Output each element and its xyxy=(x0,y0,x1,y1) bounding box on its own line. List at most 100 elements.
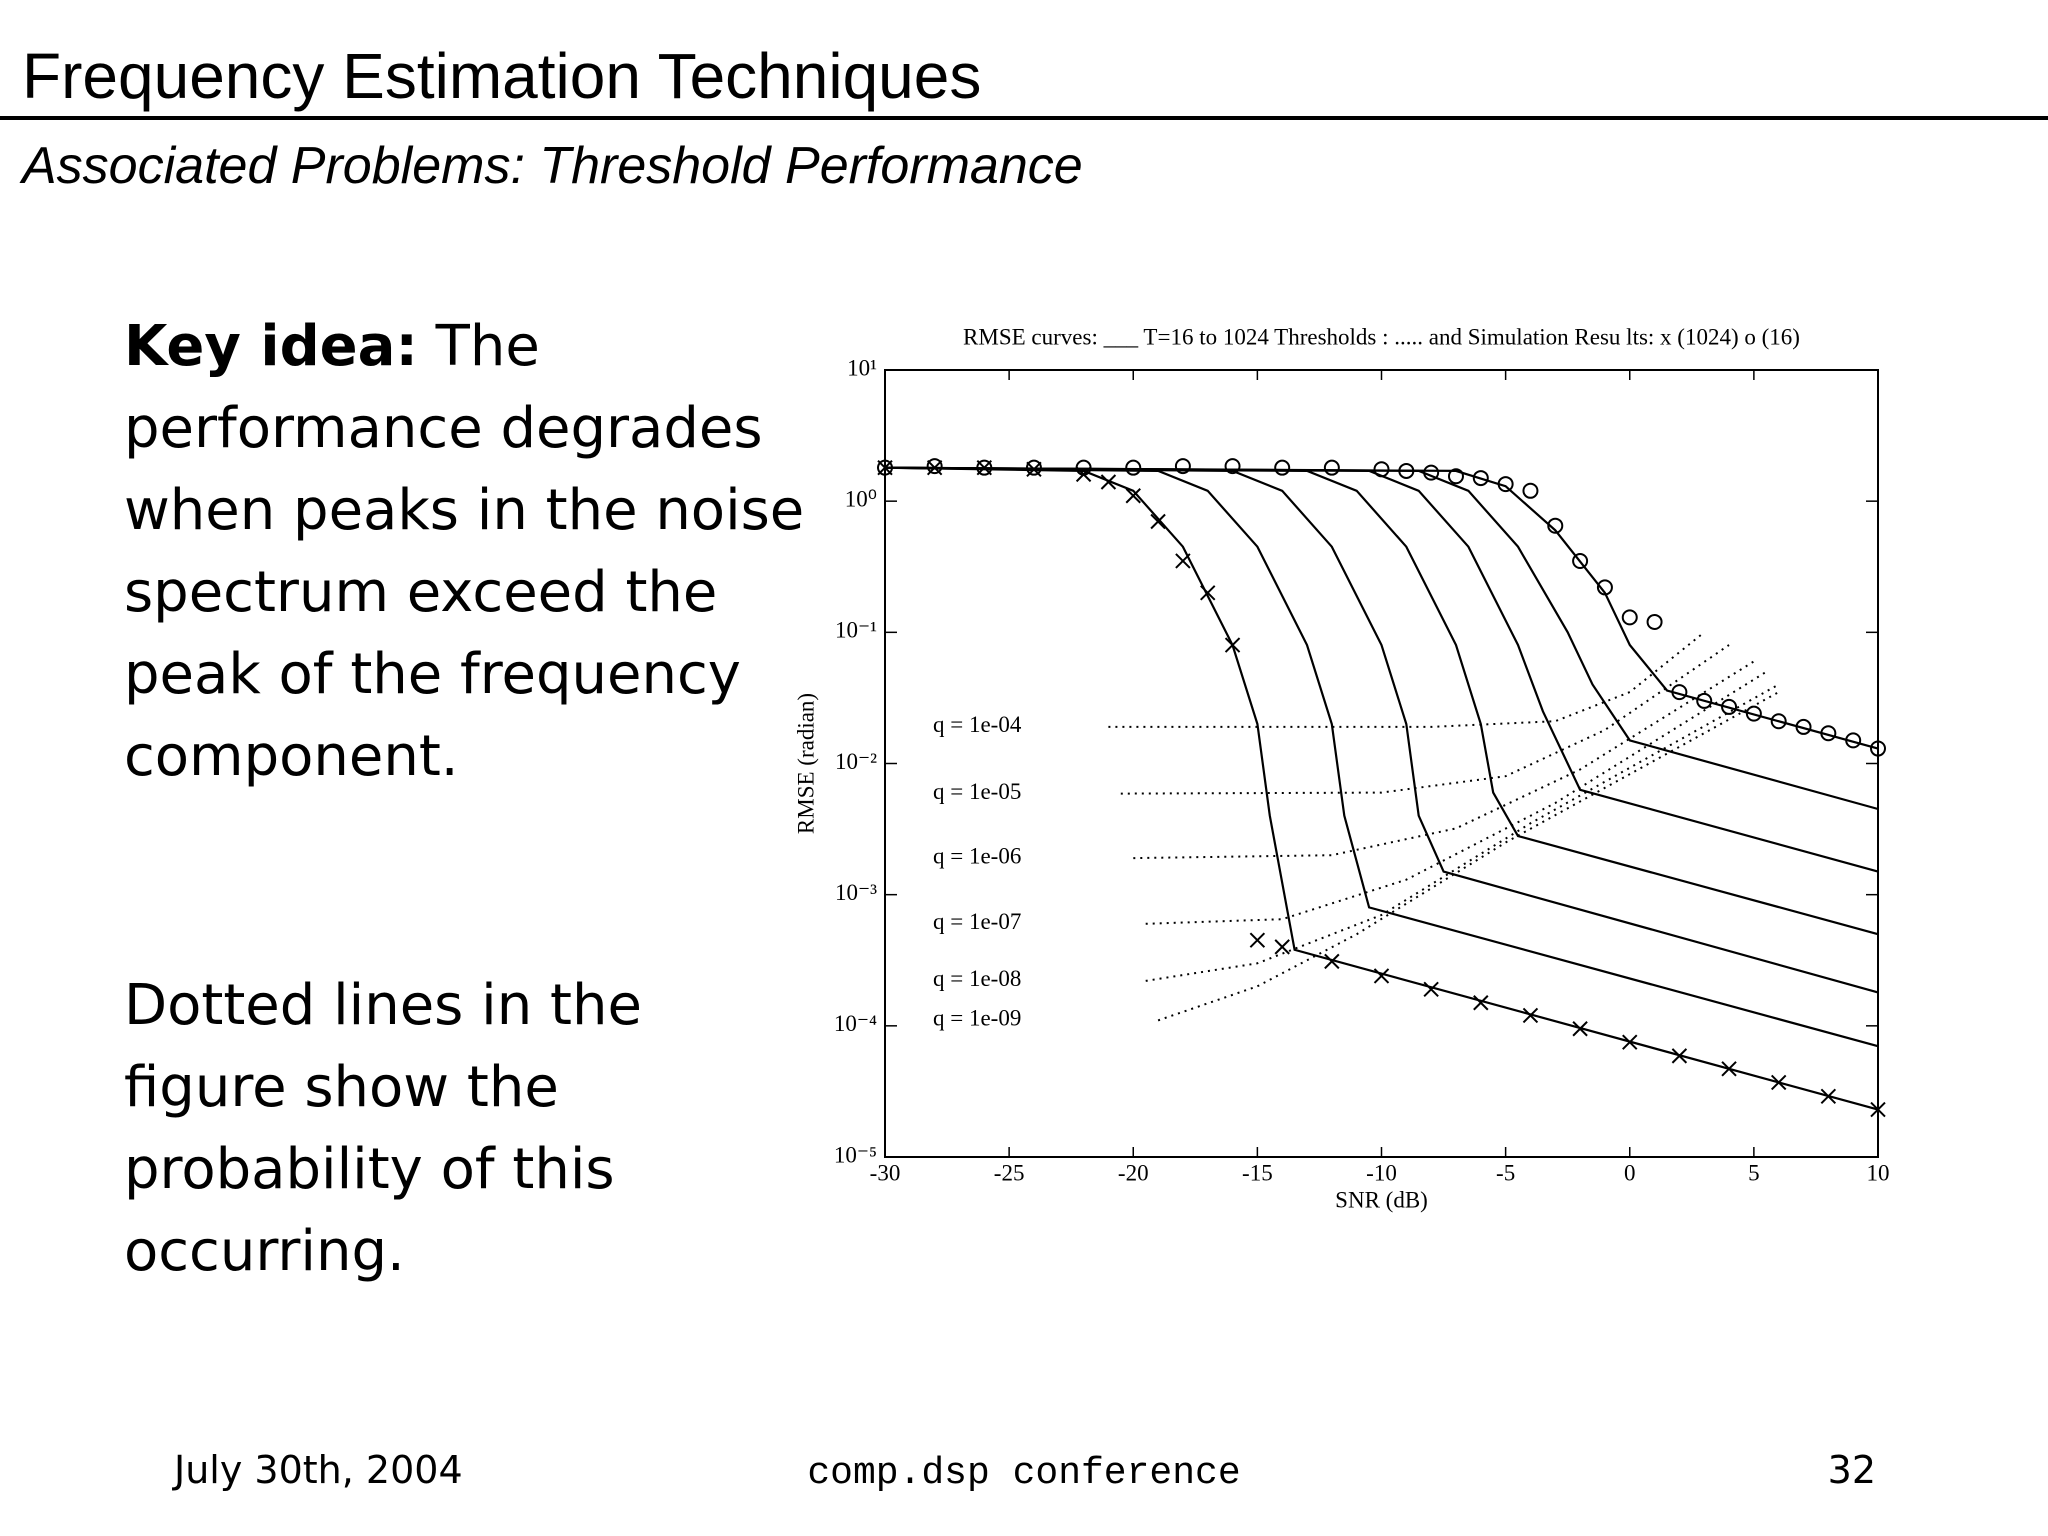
sim-point xyxy=(1671,684,1688,701)
y-tick-label: 10⁻⁵ xyxy=(834,1142,877,1167)
x-tick-label: -10 xyxy=(1366,1160,1397,1185)
x-axis-label: SNR (dB) xyxy=(1335,1187,1428,1212)
rmse-curve xyxy=(884,466,1879,750)
y-axis-label: RMSE (radian) xyxy=(793,693,818,834)
sim-point xyxy=(1274,459,1291,476)
y-tick-label: 10⁻¹ xyxy=(835,618,877,643)
threshold-line xyxy=(1157,691,1780,1022)
sim-point xyxy=(1870,1101,1886,1118)
chart-title: RMSE curves: ___ T=16 to 1024 Thresholds… xyxy=(963,324,1800,349)
sim-point xyxy=(1323,459,1340,476)
sim-point xyxy=(1497,476,1514,493)
sim-point xyxy=(1447,468,1464,485)
sim-point xyxy=(1200,585,1216,601)
threshold-line xyxy=(1145,683,1780,982)
rmse-curve xyxy=(884,466,1879,873)
sim-point xyxy=(1224,637,1241,653)
sim-point xyxy=(1472,470,1489,487)
sim-point xyxy=(1721,698,1738,715)
page-number: 32 xyxy=(1827,1448,1876,1492)
line-label: q = 1e-08 xyxy=(933,966,1021,991)
sim-point xyxy=(1398,462,1415,479)
sim-point xyxy=(1795,718,1812,735)
threshold-line xyxy=(1108,631,1705,728)
sim-point xyxy=(1025,459,1042,476)
sim-point xyxy=(1596,579,1613,596)
sim-point xyxy=(1324,953,1340,970)
x-tick-label: -20 xyxy=(1118,1160,1149,1185)
sim-point xyxy=(1820,1088,1837,1105)
threshold-line xyxy=(1120,644,1730,795)
paragraph-text: The performance degrades when peaks in t… xyxy=(124,314,805,789)
y-tick-label: 10⁻³ xyxy=(835,880,877,905)
rmse-curve xyxy=(884,466,1879,994)
line-label: q = 1e-07 xyxy=(933,909,1021,934)
sim-point xyxy=(1696,692,1713,709)
sim-point xyxy=(1125,488,1141,504)
sim-point xyxy=(1150,513,1166,530)
paragraph: Dotted lines in the figure show the prob… xyxy=(124,973,642,1284)
sim-point xyxy=(976,459,993,476)
footer-date: July 30th, 2004 xyxy=(174,1448,463,1492)
sim-point xyxy=(926,458,943,475)
sim-point xyxy=(1423,464,1440,481)
sim-point xyxy=(1125,459,1142,476)
title-rule xyxy=(0,116,2048,120)
threshold-line xyxy=(1133,660,1755,860)
x-tick-label: -30 xyxy=(870,1160,901,1185)
rmse-curve xyxy=(884,466,1879,936)
sim-point xyxy=(1075,459,1092,476)
y-tick-label: 10⁰ xyxy=(845,486,877,511)
sim-point xyxy=(1175,553,1191,569)
sim-point xyxy=(1845,732,1862,749)
line-label: q = 1e-05 xyxy=(933,779,1021,804)
sim-point xyxy=(1745,705,1762,722)
sim-point xyxy=(877,459,893,476)
threshold-line xyxy=(1145,670,1767,925)
x-tick-label: 10 xyxy=(1867,1160,1890,1185)
line-label: q = 1e-06 xyxy=(933,843,1021,868)
x-tick-label: -25 xyxy=(994,1160,1025,1185)
sim-point xyxy=(1174,458,1191,475)
key-label: Key idea: xyxy=(124,314,418,379)
rmse-curve xyxy=(884,466,1879,1048)
sim-point xyxy=(1373,968,1390,984)
x-tick-label: 5 xyxy=(1748,1160,1760,1185)
rmse-curve xyxy=(884,466,1879,1111)
y-tick-label: 10⁻² xyxy=(835,749,877,774)
sim-point xyxy=(1671,1048,1688,1064)
sim-point xyxy=(1770,1074,1787,1091)
line-label: q = 1e-04 xyxy=(933,712,1022,737)
sim-point xyxy=(1522,1007,1539,1024)
slide-title: Frequency Estimation Techniques xyxy=(22,40,982,112)
sim-point xyxy=(1721,1061,1737,1077)
sim-point xyxy=(1572,552,1589,569)
sim-point xyxy=(1522,482,1539,499)
sim-point xyxy=(1646,613,1663,630)
sim-point xyxy=(1770,713,1787,730)
rmse-curve xyxy=(884,466,1879,811)
sim-point xyxy=(1572,1021,1588,1037)
sim-point xyxy=(1274,939,1290,955)
sim-point xyxy=(1224,458,1241,475)
footer-event: comp.dsp conference xyxy=(807,1452,1241,1495)
sim-point xyxy=(1423,981,1439,997)
plot-frame xyxy=(884,369,1879,1158)
sim-point xyxy=(1820,725,1837,742)
sim-point xyxy=(1473,995,1489,1011)
sim-point xyxy=(1547,517,1564,534)
x-tick-label: -5 xyxy=(1496,1160,1515,1185)
slide-subtitle: Associated Problems: Threshold Performan… xyxy=(22,137,1083,195)
sim-point xyxy=(1622,1034,1638,1050)
x-tick-label: 0 xyxy=(1624,1160,1636,1185)
sim-point xyxy=(1100,474,1117,490)
paragraph: Key idea: The performance degrades when … xyxy=(124,306,824,798)
sim-point xyxy=(1870,740,1886,757)
y-tick-label: 10⁻⁴ xyxy=(834,1011,877,1036)
line-label: q = 1e-09 xyxy=(933,1006,1021,1031)
x-tick-label: -15 xyxy=(1242,1160,1273,1185)
sim-point xyxy=(1373,461,1390,478)
sim-point xyxy=(1621,609,1638,626)
